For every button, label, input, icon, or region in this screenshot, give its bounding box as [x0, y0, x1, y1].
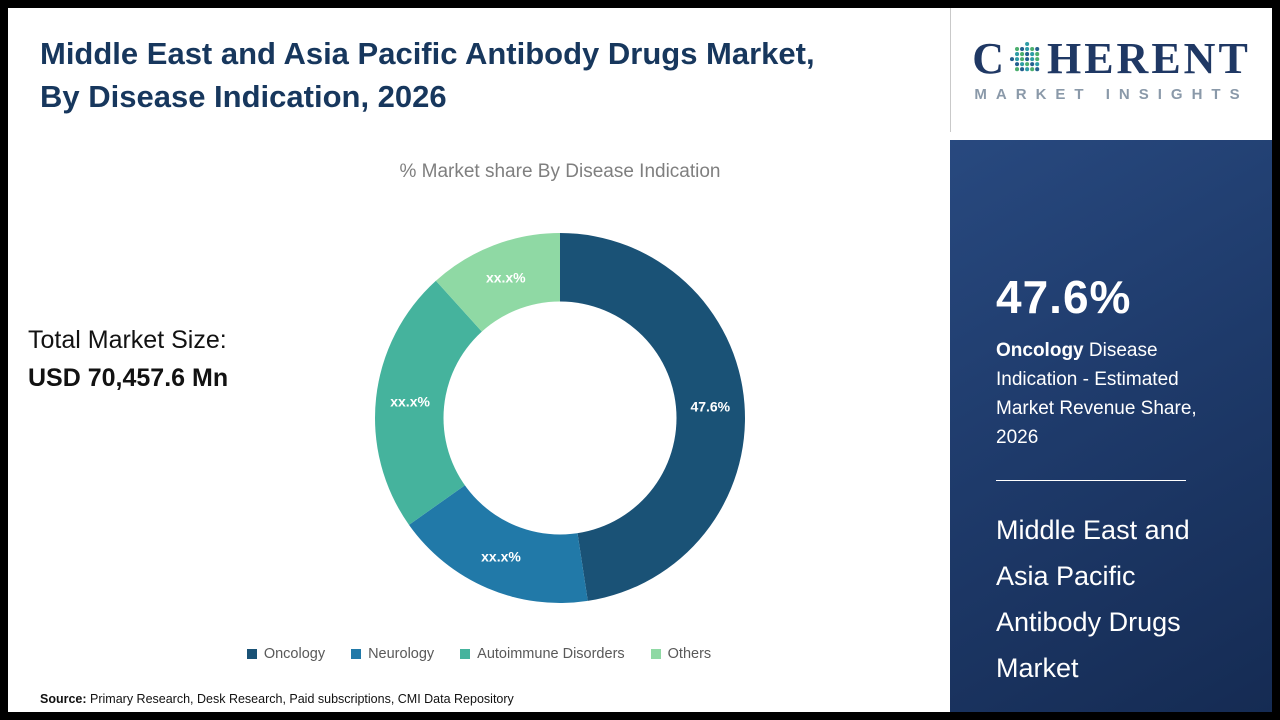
donut-hole	[443, 301, 677, 535]
sidebar-market-name: Middle East and Asia Pacific Antibody Dr…	[996, 515, 1190, 683]
legend-item-autoimmune-disorders: Autoimmune Disorders	[460, 646, 625, 662]
legend-item-oncology: Oncology	[246, 646, 326, 662]
chart-subtitle: % Market share By Disease Indication	[399, 161, 721, 182]
sidebar-divider	[996, 480, 1186, 481]
stat-description: Oncology Disease Indication - Estimated …	[996, 336, 1221, 452]
sidebar: 47.6% Oncology Disease Indication - Esti…	[950, 140, 1272, 712]
logo-wordmark: C HERENT	[972, 37, 1251, 81]
logo-text-rest: HERENT	[1046, 34, 1251, 83]
logo: C HERENT MARKET INSIGHTS	[950, 8, 1272, 132]
stat-description-rest: Disease Indication - Estimated Market Re…	[996, 340, 1197, 448]
legend-item-others: Others	[650, 646, 712, 662]
total-market-value: USD 70,457.6 Mn	[28, 364, 229, 392]
source-label: Source:	[40, 692, 87, 706]
source-note: Source: Primary Research, Desk Research,…	[40, 692, 514, 706]
stat-category: Oncology	[996, 340, 1084, 361]
legend-item-neurology: Neurology	[351, 646, 434, 662]
segment-label-neurology: xx.x%	[481, 549, 521, 565]
legend-swatch-oncology	[246, 649, 257, 659]
total-market-size: Total Market Size: USD 70,457.6 Mn	[28, 326, 228, 393]
chart-legend: Oncology Neurology Autoimmune Disorders Oth…	[8, 646, 950, 662]
legend-label-others: Others	[667, 646, 712, 662]
stat-value: 47.6%	[996, 271, 1132, 323]
segment-label-others: xx.x%	[486, 269, 526, 285]
logo-subtext: MARKET INSIGHTS	[974, 86, 1249, 103]
logo-inner: C HERENT MARKET INSIGHTS	[972, 37, 1251, 104]
segment-label-autoimmune-disorders: xx.x%	[390, 394, 430, 410]
legend-swatch-autoimmune-disorders	[460, 649, 471, 659]
donut-chart: 47.6% xx.x% xx.x% xx.x%	[375, 233, 745, 603]
page-canvas: Middle East and Asia Pacific Antibody Dr…	[8, 8, 1272, 712]
segment-label-oncology: 47.6%	[690, 399, 730, 415]
source-text: Primary Research, Desk Research, Paid su…	[86, 692, 514, 706]
legend-label-neurology: Neurology	[368, 646, 435, 662]
total-market-label: Total Market Size:	[28, 326, 227, 354]
page-title: Middle East and Asia Pacific Antibody Dr…	[40, 36, 815, 114]
globe-icon	[1009, 41, 1040, 72]
legend-label-oncology: Oncology	[263, 646, 326, 662]
legend-swatch-others	[650, 649, 661, 659]
legend-swatch-neurology	[351, 649, 362, 659]
logo-text-c: C	[972, 34, 1007, 83]
legend-label-autoimmune-disorders: Autoimmune Disorders	[477, 646, 625, 662]
